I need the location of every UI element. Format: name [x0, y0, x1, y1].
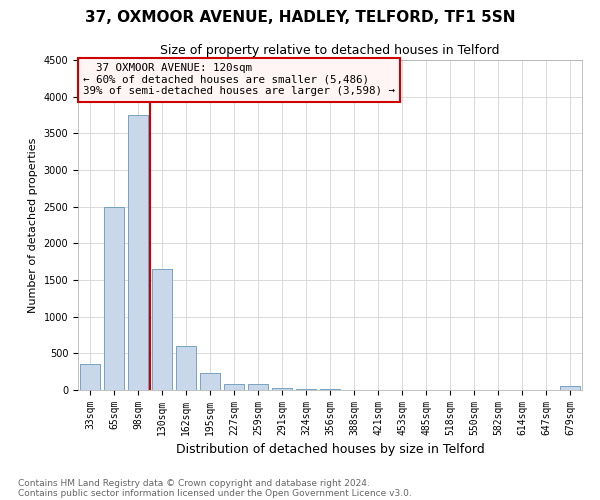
Text: 37 OXMOOR AVENUE: 120sqm
← 60% of detached houses are smaller (5,486)
39% of sem: 37 OXMOOR AVENUE: 120sqm ← 60% of detach… — [83, 64, 395, 96]
Title: Size of property relative to detached houses in Telford: Size of property relative to detached ho… — [160, 44, 500, 58]
X-axis label: Distribution of detached houses by size in Telford: Distribution of detached houses by size … — [176, 444, 484, 456]
Bar — [296, 389, 316, 390]
Bar — [224, 384, 244, 390]
Text: Contains HM Land Registry data © Crown copyright and database right 2024.: Contains HM Land Registry data © Crown c… — [18, 478, 370, 488]
Bar — [560, 386, 580, 390]
Bar — [128, 115, 148, 390]
Bar — [200, 373, 220, 390]
Bar — [176, 346, 196, 390]
Bar — [248, 384, 268, 390]
Text: 37, OXMOOR AVENUE, HADLEY, TELFORD, TF1 5SN: 37, OXMOOR AVENUE, HADLEY, TELFORD, TF1 … — [85, 10, 515, 25]
Text: Contains public sector information licensed under the Open Government Licence v3: Contains public sector information licen… — [18, 488, 412, 498]
Bar — [152, 269, 172, 390]
Bar — [80, 364, 100, 390]
Bar — [272, 388, 292, 390]
Y-axis label: Number of detached properties: Number of detached properties — [28, 138, 38, 312]
Bar — [104, 206, 124, 390]
